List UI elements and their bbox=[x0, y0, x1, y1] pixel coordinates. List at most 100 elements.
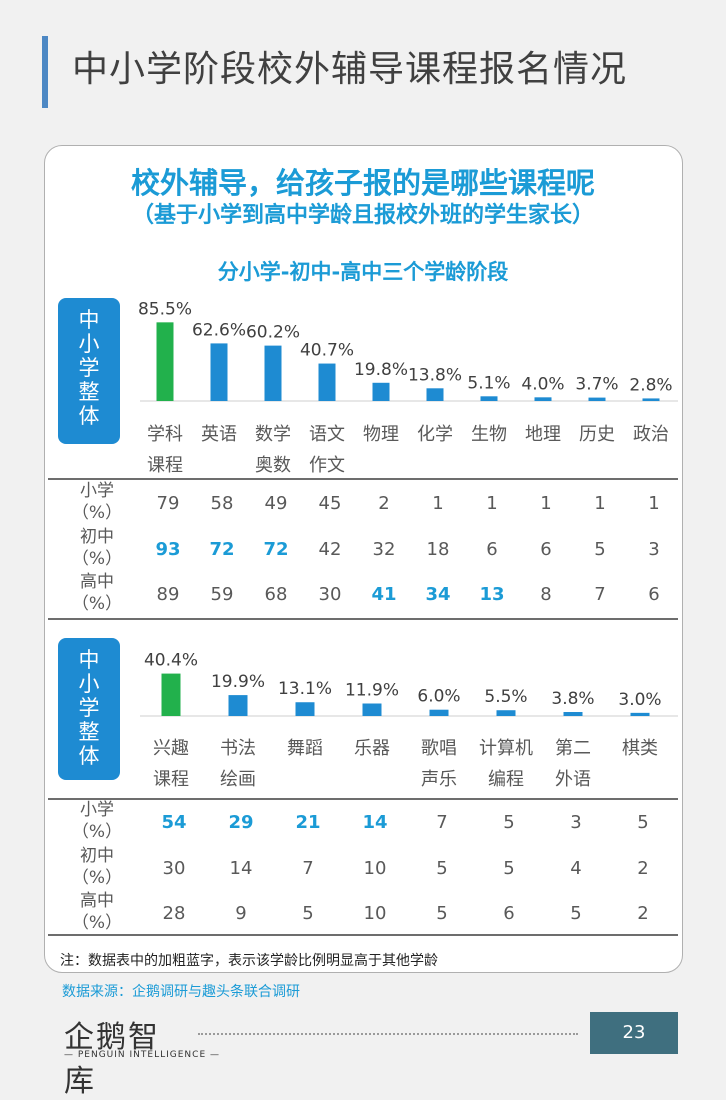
data-label: 13.1% bbox=[278, 679, 332, 699]
table-cell: 7 bbox=[302, 858, 313, 879]
table-cell: 2 bbox=[637, 858, 648, 879]
data-label: 2.8% bbox=[629, 375, 672, 395]
row-label: 高中 bbox=[80, 572, 114, 592]
table-cell: 45 bbox=[319, 493, 342, 514]
table-cell: 59 bbox=[211, 584, 234, 605]
category-label: 第二 bbox=[555, 738, 591, 759]
category-label: 英语 bbox=[201, 424, 237, 445]
data-label: 19.8% bbox=[354, 360, 408, 380]
penguin-intelligence-logo: 企鹅智库 — PENGUIN INTELLIGENCE — bbox=[64, 1012, 219, 1099]
side-label-char: 整 bbox=[78, 720, 100, 744]
subheadline: （基于小学到高中学龄且报校外班的学生家长） bbox=[131, 203, 594, 228]
data-label: 11.9% bbox=[345, 681, 399, 701]
headline: 校外辅导，给孩子报的是哪些课程呢 bbox=[130, 166, 595, 200]
side-label-chart-1: 中小学整体 bbox=[58, 298, 120, 444]
table-cell: 7 bbox=[436, 812, 447, 833]
bar bbox=[210, 343, 228, 401]
divider bbox=[48, 478, 678, 480]
table-cell: 1 bbox=[594, 493, 605, 514]
category-label: 化学 bbox=[417, 424, 453, 445]
data-label: 19.9% bbox=[211, 672, 265, 692]
table-cell: 29 bbox=[228, 812, 253, 833]
category-label: 计算机 bbox=[479, 738, 533, 759]
bar bbox=[642, 398, 660, 401]
table-cell: 89 bbox=[157, 584, 180, 605]
bar bbox=[295, 702, 315, 716]
data-label: 3.8% bbox=[551, 689, 594, 709]
side-label-chart-2: 中小学整体 bbox=[58, 638, 120, 780]
category-label: 歌唱 bbox=[421, 738, 457, 759]
table-cell: 5 bbox=[637, 812, 648, 833]
side-label-char: 学 bbox=[78, 696, 100, 720]
side-label-char: 中 bbox=[78, 308, 100, 332]
row-label: （%） bbox=[72, 822, 122, 842]
side-label-char: 中 bbox=[78, 648, 100, 672]
table-cell: 6 bbox=[486, 539, 497, 560]
category-label: 编程 bbox=[488, 769, 524, 790]
table-cell: 32 bbox=[373, 539, 396, 560]
category-label: 舞蹈 bbox=[287, 738, 323, 759]
table-cell: 93 bbox=[155, 539, 180, 560]
table-cell: 5 bbox=[503, 812, 514, 833]
data-label: 85.5% bbox=[138, 299, 192, 319]
table-cell: 41 bbox=[371, 584, 396, 605]
title-accent-bar bbox=[42, 36, 48, 108]
bar bbox=[372, 382, 390, 401]
data-label: 40.4% bbox=[144, 651, 198, 671]
table-cell: 1 bbox=[648, 493, 659, 514]
table-cell: 8 bbox=[540, 584, 551, 605]
footnote: 注：数据表中的加粗蓝字，表示该学龄比例明显高于其他学龄 bbox=[60, 953, 438, 969]
table-cell: 3 bbox=[648, 539, 659, 560]
data-label: 3.7% bbox=[575, 375, 618, 395]
table-cell: 1 bbox=[540, 493, 551, 514]
table-cell: 21 bbox=[295, 812, 320, 833]
category-label: 作文 bbox=[309, 455, 345, 476]
divider bbox=[48, 798, 678, 800]
table-cell: 10 bbox=[364, 903, 387, 924]
divider bbox=[48, 618, 678, 620]
side-label-char: 小 bbox=[78, 332, 100, 356]
category-label: 历史 bbox=[579, 424, 615, 445]
category-label: 数学 bbox=[255, 424, 291, 445]
table-cell: 14 bbox=[230, 858, 253, 879]
category-label: 声乐 bbox=[421, 769, 457, 790]
data-source: 数据来源：企鹅调研与趣头条联合调研 bbox=[62, 984, 300, 1000]
category-label: 课程 bbox=[153, 769, 189, 790]
row-label: （%） bbox=[72, 503, 122, 523]
category-label: 课程 bbox=[147, 455, 183, 476]
bar bbox=[588, 397, 606, 401]
table-cell: 5 bbox=[436, 858, 447, 879]
bar bbox=[156, 322, 174, 401]
bar bbox=[496, 710, 516, 716]
row-label: （%） bbox=[72, 913, 122, 933]
category-label: 书法 bbox=[220, 738, 256, 759]
bar bbox=[563, 712, 583, 716]
row-label: 初中 bbox=[80, 527, 114, 547]
row-label: 小学 bbox=[80, 800, 114, 820]
category-label: 生物 bbox=[471, 424, 507, 445]
data-label: 3.0% bbox=[618, 690, 661, 710]
table-cell: 1 bbox=[486, 493, 497, 514]
table-cell: 3 bbox=[570, 812, 581, 833]
data-label: 5.1% bbox=[467, 373, 510, 393]
category-label: 外语 bbox=[555, 769, 591, 790]
chart-card bbox=[44, 145, 683, 973]
divider bbox=[48, 934, 678, 936]
table-cell: 79 bbox=[157, 493, 180, 514]
bar bbox=[426, 388, 444, 401]
table-cell: 54 bbox=[161, 812, 186, 833]
table-cell: 72 bbox=[263, 539, 288, 560]
table-cell: 2 bbox=[378, 493, 389, 514]
table-cell: 42 bbox=[319, 539, 342, 560]
bar bbox=[264, 345, 282, 401]
row-label: 高中 bbox=[80, 891, 114, 911]
data-label: 60.2% bbox=[246, 323, 300, 343]
bar bbox=[161, 673, 181, 716]
side-label-char: 体 bbox=[78, 744, 100, 768]
table-cell: 1 bbox=[432, 493, 443, 514]
data-label: 6.0% bbox=[417, 687, 460, 707]
table-cell: 28 bbox=[163, 903, 186, 924]
table-cell: 10 bbox=[364, 858, 387, 879]
bar bbox=[228, 695, 248, 716]
